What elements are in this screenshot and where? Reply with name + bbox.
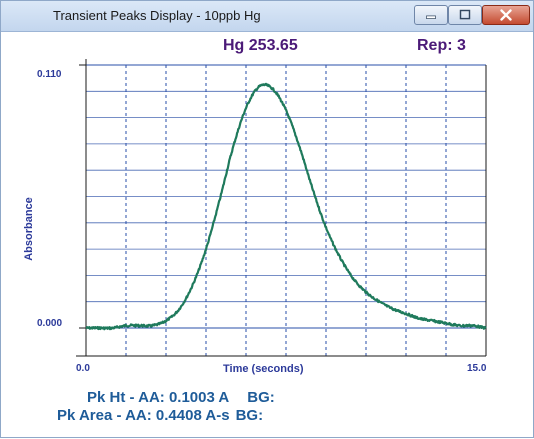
minimize-icon — [426, 15, 436, 19]
maximize-icon — [459, 9, 471, 20]
y-tick-label-max: 0.110 — [37, 69, 62, 80]
y-axis-label: Absorbance — [23, 197, 35, 261]
title-bar[interactable]: Transient Peaks Display - 10ppb Hg — [1, 1, 533, 32]
y-tick-label-min: 0.000 — [37, 318, 63, 329]
peak-area-readout: Pk Area - AA: 0.4408 A-s BG: — [57, 407, 263, 424]
element-wavelength: Hg 253.65 — [223, 37, 298, 54]
close-icon — [500, 9, 512, 21]
absorbance-trace — [85, 82, 487, 331]
peak-area-value: Pk Area - AA: 0.4408 A-s — [57, 407, 230, 424]
rep-counter: Rep: 3 — [417, 37, 466, 54]
x-tick-label-max: 15.0 — [467, 363, 487, 374]
peak-height-readout: Pk Ht - AA: 0.1003 A BG: — [87, 389, 275, 406]
peak-height-bg: BG: — [247, 389, 275, 406]
close-button[interactable] — [482, 5, 530, 25]
x-axis-label: Time (seconds) — [223, 363, 304, 375]
x-tick-label-min: 0.0 — [76, 363, 90, 374]
minimize-button[interactable] — [414, 5, 448, 25]
maximize-button[interactable] — [448, 5, 482, 25]
peak-area-bg: BG: — [235, 407, 264, 424]
peak-height-value: Pk Ht - AA: 0.1003 A — [87, 389, 230, 406]
window-title: Transient Peaks Display - 10ppb Hg — [53, 8, 261, 23]
